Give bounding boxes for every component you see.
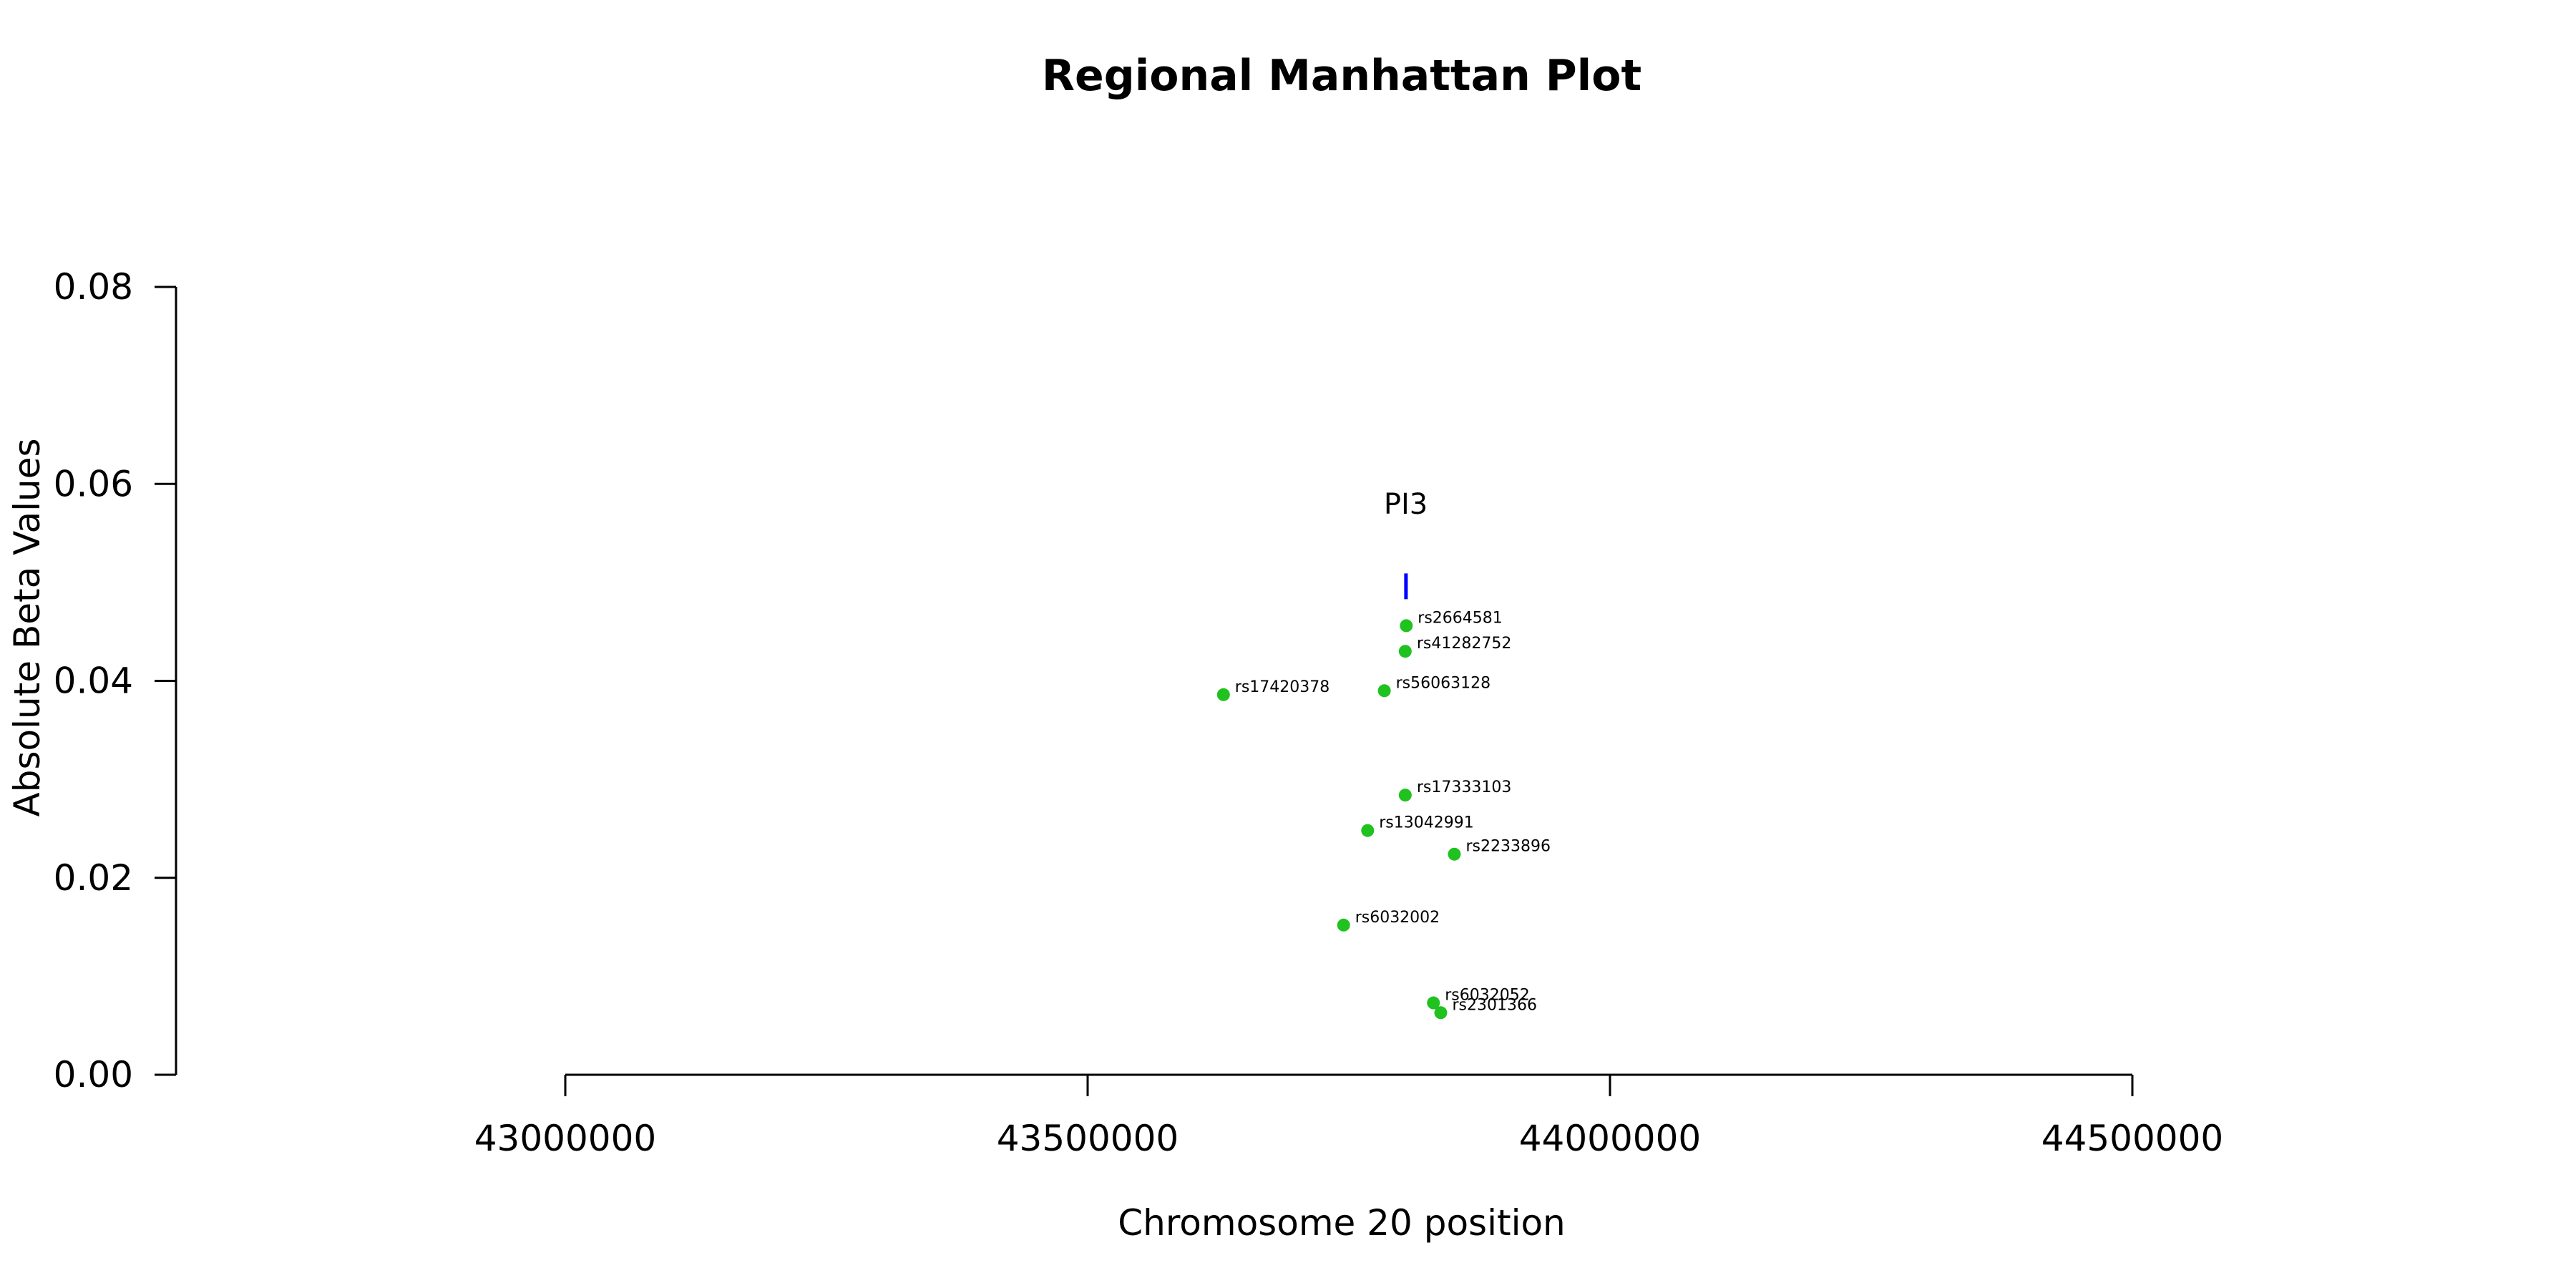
snp-point: [1448, 847, 1461, 861]
gene-annotations: PI3: [1384, 488, 1428, 600]
x-axis-label: Chromosome 20 position: [1118, 1202, 1566, 1244]
x-tick-label: 44500000: [2041, 1118, 2224, 1159]
x-tick-label: 44000000: [1519, 1118, 1702, 1159]
y-tick-label: 0.04: [54, 660, 133, 702]
gene-label: PI3: [1384, 488, 1428, 521]
snp-label: rs6032052: [1445, 987, 1530, 1005]
snp-point: [1361, 824, 1375, 837]
chart-title: Regional Manhattan Plot: [1042, 51, 1641, 101]
snp-label: rs13042991: [1379, 814, 1473, 832]
snp-point: [1337, 918, 1350, 932]
snp-point: [1400, 619, 1413, 633]
snp-label: rs56063128: [1396, 674, 1491, 692]
y-tick-label: 0.02: [54, 857, 133, 899]
snp-label: rs2664581: [1418, 609, 1503, 627]
snp-label: rs2233896: [1465, 838, 1551, 856]
y-tick-label: 0.06: [54, 463, 133, 504]
snp-point: [1427, 996, 1440, 1010]
x-tick-label: 43000000: [474, 1118, 657, 1159]
snp-label: rs2301366: [1452, 996, 1537, 1014]
snp-points: rs2664581 rs41282752 rs17420378 rs56063128 r…: [1216, 609, 1551, 1020]
y-tick-label: 0.00: [54, 1054, 133, 1096]
y-axis: 0.00 0.02 0.04 0.06 0.08: [54, 266, 177, 1096]
snp-point: [1398, 789, 1412, 802]
snp-label: rs17420378: [1235, 678, 1330, 696]
snp-label: rs6032002: [1355, 909, 1440, 927]
snp-point: [1398, 645, 1412, 658]
snp-point: [1377, 684, 1391, 698]
snp-point: [1216, 688, 1230, 701]
x-tick-label: 43500000: [997, 1118, 1179, 1159]
gene-marker: [1404, 573, 1408, 600]
snp-point: [1434, 1006, 1448, 1020]
snp-label: rs17333103: [1417, 779, 1511, 796]
snp-label: rs41282752: [1417, 635, 1511, 653]
y-tick-label: 0.08: [54, 266, 133, 308]
x-axis: 43000000 43500000 44000000 44500000: [474, 1073, 2224, 1159]
y-axis-label: Absolute Beta Values: [6, 439, 48, 817]
